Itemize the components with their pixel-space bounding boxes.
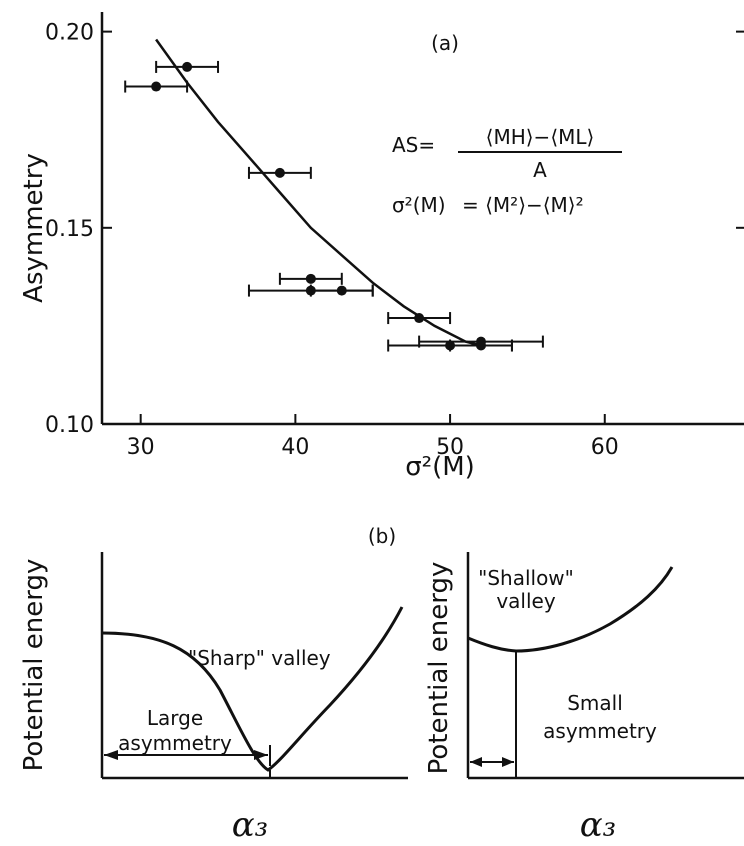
- eq-as-denominator: A: [533, 158, 547, 182]
- data-point: [305, 273, 316, 284]
- small-asymmetry-label: asymmetry: [543, 719, 657, 743]
- panel-a-label: (a): [431, 31, 459, 55]
- sharp-valley-curve: [101, 606, 404, 772]
- shallow-valley-word: valley: [496, 589, 556, 613]
- x-tick-label: 60: [591, 435, 619, 460]
- small-asym-arrowhead-left: [470, 757, 482, 767]
- sharp-valley-label: "Sharp" valley: [188, 646, 331, 670]
- y-tick-label: 0.20: [45, 21, 94, 46]
- y-tick-label: 0.15: [45, 217, 94, 242]
- panel-a: 30 40 50 60 0.10 0.15 0.20 (a) Asymmetry σ²(M)…: [19, 12, 744, 482]
- small-asym-arrowhead-right: [502, 757, 514, 767]
- data-point: [274, 167, 285, 178]
- data-point: [182, 61, 193, 72]
- fit-curve-group: [155, 38, 482, 347]
- panel-b-right: Potential energy α₃ "Shallow" valley Sma…: [424, 552, 744, 845]
- x-tick-label: 30: [127, 435, 155, 460]
- fit-curve: [155, 38, 482, 347]
- data-point: [151, 81, 162, 92]
- data-point: [414, 313, 425, 324]
- x-axis-label: σ²(M): [405, 452, 475, 482]
- small-label: Small: [567, 691, 623, 715]
- x-tick-label: 40: [281, 435, 309, 460]
- data-points-group: [124, 60, 544, 352]
- eq-sigma-rhs: = ⟨M²⟩−⟨M⟩²: [462, 193, 584, 217]
- data-point: [476, 340, 487, 351]
- large-label: Large: [147, 706, 203, 730]
- large-asymmetry-label: asymmetry: [118, 731, 232, 755]
- panel-b-label: (b): [368, 524, 396, 548]
- shallow-label: "Shallow": [478, 566, 574, 590]
- tick-group: 30 40 50 60 0.10 0.15 0.20: [45, 21, 744, 460]
- shallow-valley-curve: [467, 566, 674, 653]
- large-asym-arrowhead-left: [104, 750, 118, 760]
- left-ylabel: Potential energy: [19, 559, 49, 772]
- data-point: [336, 285, 347, 296]
- eq-as-prefix: AS=: [392, 133, 435, 157]
- right-ylabel: Potential energy: [424, 562, 454, 775]
- x-tick-label: 50: [436, 435, 464, 460]
- panel-b-left: Potential energy α₃ "Sharp" valley Large…: [19, 552, 408, 845]
- right-xlabel: α₃: [580, 805, 617, 845]
- large-asym-arrowhead-right: [254, 750, 268, 760]
- y-tick-label: 0.10: [45, 413, 94, 438]
- eq-sigma-lhs: σ²(M): [392, 193, 446, 217]
- eq-as-numerator: ⟨MH⟩−⟨ML⟩: [486, 125, 595, 149]
- left-xlabel: α₃: [232, 805, 269, 845]
- y-axis-label: Asymmetry: [19, 153, 49, 303]
